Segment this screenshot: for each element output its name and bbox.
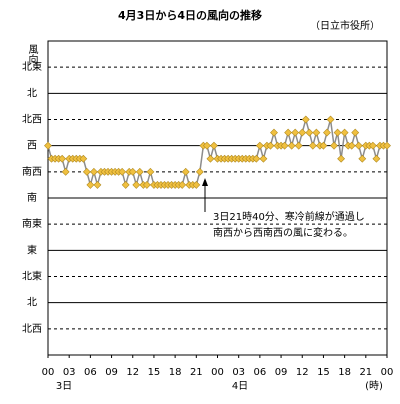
data-point (368, 141, 377, 150)
data-point (298, 128, 307, 137)
date-label: 4日 (232, 381, 248, 392)
x-tick-label: 18 (169, 367, 182, 378)
data-point (354, 141, 363, 150)
data-point (372, 154, 381, 163)
data-point (270, 128, 278, 137)
data-point (280, 141, 289, 150)
data-point (259, 154, 268, 163)
x-tick-label: 21 (359, 367, 372, 378)
date-label: 3日 (56, 381, 72, 392)
x-tick-label: 12 (126, 367, 139, 378)
y-tick-label: 北 (27, 297, 37, 309)
x-tick-label: 06 (254, 367, 267, 378)
data-point (118, 167, 127, 176)
data-point (44, 141, 52, 150)
y-tick-label: 南西 (22, 165, 42, 178)
data-point (128, 167, 137, 176)
data-point (181, 167, 190, 176)
data-point (178, 180, 187, 189)
x-tick-label: 09 (275, 367, 288, 378)
data-point (142, 180, 151, 189)
y-tick-label: 南東 (22, 217, 42, 230)
data-point (308, 141, 317, 150)
data-point (58, 154, 67, 163)
data-point (86, 180, 95, 189)
y-tick-label: 北西 (22, 114, 42, 126)
data-point (135, 167, 144, 176)
y-tick-label: 北東 (22, 270, 42, 283)
data-point (61, 167, 70, 176)
data-point (93, 180, 102, 189)
x-tick-label: 21 (190, 367, 203, 378)
data-point (347, 141, 356, 150)
data-point (79, 154, 88, 163)
data-point (312, 128, 321, 137)
x-tick-label: 00 (211, 367, 224, 378)
data-point (210, 141, 218, 150)
data-point (301, 115, 310, 124)
data-point (319, 141, 328, 150)
data-point (266, 141, 275, 150)
x-tick-label: 09 (105, 367, 118, 378)
data-point (206, 154, 215, 163)
x-tick-label: 00 (381, 367, 394, 378)
data-point (202, 141, 211, 150)
data-point (195, 167, 204, 176)
data-point (82, 167, 91, 176)
annotation-arrowhead (202, 178, 208, 186)
chart-subtitle: （日立市役所） (310, 19, 380, 32)
x-tick-label: 03 (232, 367, 245, 378)
data-point (337, 154, 346, 163)
x-tick-label: 15 (317, 367, 330, 378)
data-point (291, 128, 300, 137)
data-point (255, 141, 264, 150)
x-tick-label: 03 (63, 367, 76, 378)
data-point (326, 115, 335, 124)
data-point (192, 180, 201, 189)
x-tick-label: 18 (338, 367, 351, 378)
x-tick-label: 06 (84, 367, 97, 378)
data-point (333, 128, 342, 137)
x-tick-label: 15 (148, 367, 161, 378)
annotation: 南西から西南西の風に変わる。 (213, 226, 353, 239)
data-point (340, 128, 349, 137)
data-point (146, 167, 155, 176)
y-axis-label: 風向 (26, 44, 38, 64)
y-tick-label: 南 (27, 191, 37, 204)
data-point (330, 141, 338, 150)
x-tick-label: 12 (296, 367, 309, 378)
data-point (383, 141, 391, 150)
data-point (252, 154, 261, 163)
y-tick-label: 北東 (22, 60, 42, 73)
data-point (323, 128, 331, 137)
y-tick-label: 西 (27, 141, 37, 152)
data-point (132, 180, 141, 189)
data-point (358, 154, 367, 163)
data-point (287, 141, 296, 150)
x-tick-label: 00 (42, 367, 55, 378)
data-point (305, 128, 314, 137)
data-point (351, 128, 360, 137)
y-tick-label: 北 (27, 87, 37, 99)
chart-title: 4月3日から4日の風向の推移 (118, 8, 262, 22)
data-point (121, 180, 130, 189)
y-tick-label: 北西 (22, 323, 42, 335)
data-point (89, 167, 98, 176)
y-tick-label: 東 (27, 243, 37, 256)
x-unit: (時) (365, 380, 383, 392)
data-point (294, 141, 303, 150)
data-point (284, 128, 293, 137)
annotation: 3日21時40分、寒冷前線が通過し (213, 210, 365, 223)
